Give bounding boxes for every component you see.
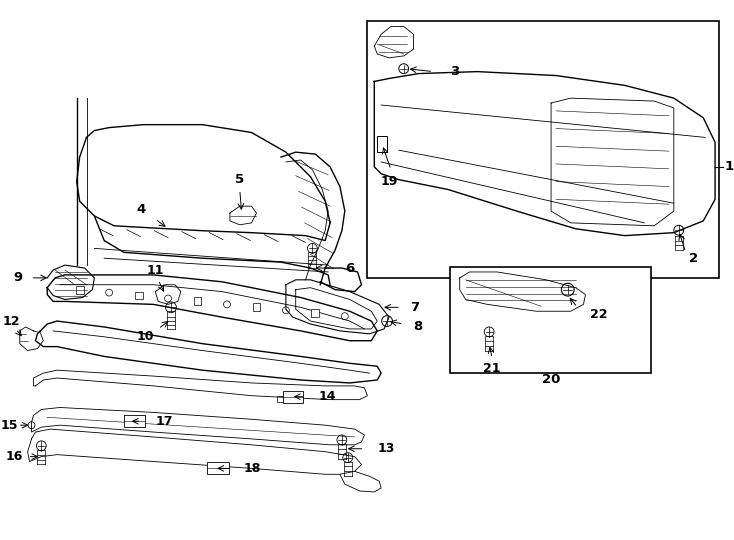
Bar bbox=[368, 21, 719, 278]
Text: 8: 8 bbox=[413, 320, 423, 334]
Text: 12: 12 bbox=[2, 315, 20, 328]
Bar bbox=[194, 298, 201, 305]
Text: 21: 21 bbox=[484, 362, 501, 375]
Text: 11: 11 bbox=[147, 264, 164, 276]
Text: 18: 18 bbox=[244, 462, 261, 475]
Bar bbox=[252, 303, 261, 311]
Text: 4: 4 bbox=[137, 202, 146, 215]
Bar bbox=[283, 391, 302, 403]
Text: 14: 14 bbox=[319, 390, 335, 403]
Text: 10: 10 bbox=[137, 330, 154, 343]
Text: 7: 7 bbox=[410, 301, 420, 314]
Text: 17: 17 bbox=[156, 415, 172, 428]
Bar bbox=[76, 286, 84, 294]
Text: 5: 5 bbox=[235, 173, 244, 186]
Bar bbox=[207, 462, 229, 474]
Bar bbox=[134, 292, 142, 300]
Bar bbox=[124, 415, 145, 427]
Text: 20: 20 bbox=[542, 374, 560, 387]
Text: 2: 2 bbox=[689, 252, 698, 265]
Text: 19: 19 bbox=[380, 175, 398, 188]
Text: 3: 3 bbox=[450, 65, 459, 78]
Text: 13: 13 bbox=[377, 442, 395, 455]
Text: 1: 1 bbox=[725, 160, 734, 173]
Bar bbox=[450, 267, 651, 373]
Text: 6: 6 bbox=[345, 261, 354, 274]
Bar bbox=[377, 137, 387, 152]
Bar bbox=[311, 309, 319, 317]
Text: 15: 15 bbox=[0, 418, 18, 431]
Text: 22: 22 bbox=[590, 308, 608, 321]
Text: 16: 16 bbox=[5, 450, 23, 463]
Text: 9: 9 bbox=[13, 272, 22, 285]
